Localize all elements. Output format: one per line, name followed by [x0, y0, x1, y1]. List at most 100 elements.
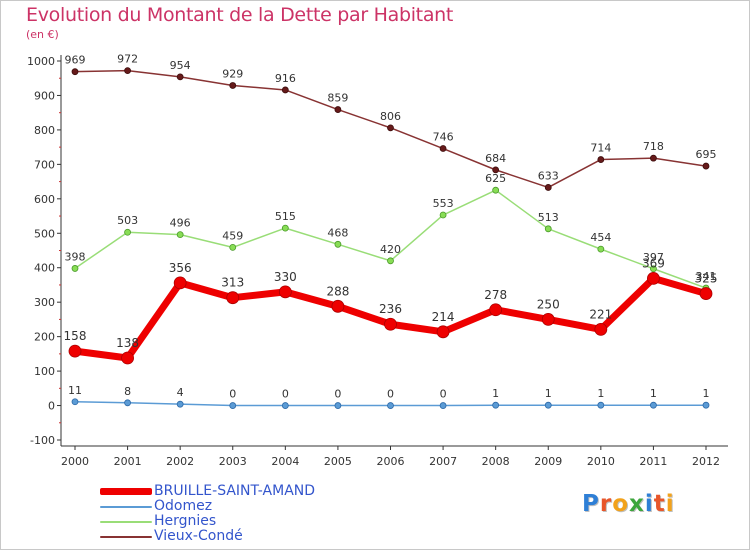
data-label: 0	[282, 388, 289, 401]
data-label: 330	[274, 270, 297, 284]
data-label: 633	[538, 169, 559, 182]
y-tick-label: 500	[34, 227, 55, 240]
data-point	[597, 156, 605, 163]
data-label: 625	[485, 172, 506, 185]
data-label: 695	[696, 148, 717, 161]
data-label: 398	[65, 250, 86, 263]
data-point	[541, 313, 555, 326]
data-point	[278, 285, 292, 299]
data-point	[439, 402, 447, 409]
y-tick-label: 700	[34, 158, 55, 171]
y-tick-label: 400	[34, 262, 55, 275]
data-label: 397	[643, 251, 664, 264]
legend-swatch-hergnies	[100, 521, 152, 523]
data-label: 214	[432, 310, 455, 324]
data-label: 288	[326, 284, 349, 298]
legend-label-vieux-conde: Vieux-Condé	[154, 528, 243, 544]
data-label: 969	[65, 54, 86, 67]
proxiti-logo: Proxiti	[582, 491, 675, 517]
data-label: 8	[124, 385, 131, 398]
data-point	[699, 287, 713, 300]
legend-swatch-odomez	[100, 506, 152, 508]
data-label: 1	[703, 387, 710, 400]
legend-swatch-vieux-conde	[100, 536, 152, 538]
data-label: 1	[492, 387, 499, 400]
data-label: 341	[696, 270, 717, 283]
y-tick-label: 200	[34, 331, 55, 344]
data-point	[702, 401, 710, 409]
data-point	[176, 400, 184, 408]
data-point	[597, 245, 605, 253]
logo-letter: x	[629, 491, 645, 517]
data-point	[121, 351, 134, 365]
data-point	[387, 124, 394, 132]
data-point	[489, 303, 503, 317]
data-label: 4	[177, 386, 184, 399]
data-point	[176, 231, 184, 239]
data-point	[173, 276, 187, 290]
x-tick-label: 2000	[61, 455, 89, 468]
data-point	[71, 398, 79, 406]
data-label: 313	[221, 276, 244, 290]
data-point	[492, 166, 500, 174]
legend-swatch-bruille	[100, 488, 152, 495]
data-point	[439, 145, 447, 152]
data-point	[544, 401, 552, 409]
data-label: 250	[537, 297, 560, 311]
data-point	[124, 399, 131, 407]
logo-letter: o	[612, 491, 630, 517]
data-label: 496	[170, 217, 191, 230]
data-label: 515	[275, 210, 296, 223]
x-tick-label: 2001	[114, 455, 142, 468]
data-point	[124, 67, 131, 75]
data-label: 954	[170, 59, 191, 72]
logo-letter: i	[665, 491, 675, 517]
logo-letter: t	[653, 491, 666, 517]
x-tick-label: 2012	[692, 455, 720, 468]
data-label: 859	[327, 92, 348, 105]
y-tick-label: -100	[30, 434, 55, 447]
data-point	[71, 265, 79, 272]
data-label: 369	[642, 256, 665, 270]
data-label: 916	[275, 72, 296, 85]
data-label: 746	[433, 131, 454, 144]
data-point	[387, 402, 394, 409]
legend-label-odomez: Odomez	[154, 498, 213, 514]
logo-letter: i	[644, 491, 654, 517]
data-point	[650, 154, 657, 162]
data-point	[334, 402, 342, 409]
x-tick-label: 2010	[587, 455, 615, 468]
data-point	[650, 265, 657, 273]
data-point	[229, 82, 237, 89]
data-label: 972	[117, 53, 138, 66]
x-tick-label: 2003	[219, 455, 247, 468]
data-label: 138	[116, 336, 139, 350]
data-label: 1	[597, 387, 604, 400]
data-label: 684	[485, 152, 506, 165]
data-label: 503	[117, 214, 138, 227]
data-point	[439, 211, 447, 219]
x-tick-label: 2007	[429, 455, 457, 468]
data-point	[384, 317, 397, 331]
data-point	[702, 162, 710, 170]
data-label: 459	[222, 229, 243, 242]
data-point	[124, 228, 131, 236]
data-point	[436, 325, 450, 339]
data-label: 1	[650, 387, 657, 400]
x-tick-label: 2011	[639, 455, 667, 468]
data-label: 0	[440, 388, 447, 401]
data-label: 1	[545, 387, 552, 400]
data-label: 0	[334, 388, 341, 401]
data-point	[229, 243, 237, 251]
chart-subtitle: (en €)	[26, 28, 59, 41]
data-point	[281, 86, 289, 94]
data-label: 806	[380, 110, 401, 123]
data-point	[281, 402, 289, 409]
data-label: 236	[379, 302, 402, 316]
data-label: 0	[229, 388, 236, 401]
data-label: 420	[380, 243, 401, 256]
data-point	[492, 401, 500, 409]
data-label: 468	[327, 226, 348, 239]
data-point	[334, 106, 342, 113]
